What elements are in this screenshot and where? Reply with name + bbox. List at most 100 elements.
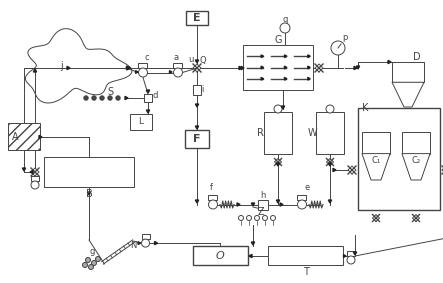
Text: R: R (257, 128, 264, 138)
Polygon shape (170, 71, 172, 73)
Bar (8, 123, 40, 150)
Text: h: h (260, 191, 266, 200)
Polygon shape (354, 252, 357, 255)
Circle shape (116, 96, 120, 100)
Polygon shape (251, 242, 255, 245)
Polygon shape (239, 66, 242, 70)
Text: e: e (305, 183, 310, 192)
Polygon shape (195, 60, 198, 63)
Text: Q: Q (200, 57, 206, 65)
Polygon shape (354, 66, 357, 70)
Polygon shape (284, 77, 287, 80)
Text: N: N (130, 241, 136, 250)
Polygon shape (125, 96, 128, 100)
Text: G: G (274, 35, 282, 45)
Polygon shape (251, 203, 255, 206)
Bar (130, 114, 152, 130)
Polygon shape (241, 66, 244, 70)
Polygon shape (308, 66, 310, 69)
Text: O: O (216, 251, 224, 261)
Text: C₂: C₂ (412, 156, 420, 165)
Circle shape (254, 215, 260, 220)
Text: E: E (193, 13, 201, 23)
Text: W: W (308, 128, 318, 138)
Bar (209, 195, 218, 200)
Polygon shape (284, 55, 287, 58)
Circle shape (331, 41, 345, 55)
Polygon shape (33, 69, 37, 72)
Polygon shape (249, 254, 252, 258)
Text: p: p (342, 33, 347, 42)
Circle shape (96, 256, 101, 261)
Text: d: d (153, 91, 159, 100)
Text: u: u (188, 55, 194, 65)
Circle shape (139, 68, 148, 77)
Circle shape (280, 23, 290, 33)
Polygon shape (308, 77, 310, 80)
Circle shape (85, 258, 90, 263)
Polygon shape (237, 203, 240, 206)
Polygon shape (138, 242, 140, 245)
Polygon shape (146, 90, 150, 93)
Text: L: L (139, 117, 144, 127)
Text: a: a (174, 53, 179, 61)
Text: f: f (210, 183, 213, 192)
Circle shape (298, 200, 307, 209)
Polygon shape (356, 66, 360, 69)
Text: C₁: C₁ (371, 156, 381, 165)
Circle shape (209, 200, 218, 209)
Polygon shape (284, 66, 287, 69)
Polygon shape (328, 163, 332, 166)
Circle shape (263, 215, 268, 220)
Circle shape (82, 263, 88, 267)
Text: j: j (61, 61, 63, 71)
Circle shape (274, 105, 282, 113)
Text: K: K (362, 103, 369, 113)
Polygon shape (39, 135, 42, 139)
Polygon shape (362, 154, 390, 180)
Text: i: i (201, 85, 203, 95)
Polygon shape (328, 200, 332, 203)
Bar (402, 132, 430, 154)
Bar (243, 45, 313, 90)
Circle shape (347, 256, 355, 264)
Polygon shape (155, 241, 158, 245)
Bar (139, 63, 148, 68)
Bar (193, 246, 248, 265)
Bar (185, 130, 209, 148)
Text: F: F (193, 134, 201, 144)
Bar (316, 112, 344, 154)
Polygon shape (333, 168, 336, 172)
Polygon shape (261, 55, 264, 58)
Polygon shape (343, 255, 346, 257)
Bar (358, 108, 440, 210)
Polygon shape (261, 66, 264, 69)
Text: A: A (12, 132, 19, 142)
Bar (362, 132, 390, 154)
Circle shape (246, 215, 252, 220)
Polygon shape (276, 200, 280, 203)
Polygon shape (388, 60, 391, 64)
Circle shape (271, 215, 276, 220)
Text: g: g (90, 248, 95, 256)
Polygon shape (195, 200, 198, 203)
Bar (193, 85, 201, 95)
Polygon shape (392, 82, 424, 107)
Bar (186, 11, 208, 25)
Polygon shape (402, 154, 430, 180)
Circle shape (100, 96, 104, 100)
Circle shape (238, 215, 244, 220)
Polygon shape (308, 55, 310, 58)
Circle shape (174, 68, 183, 77)
Polygon shape (30, 170, 33, 174)
Text: Z: Z (258, 207, 264, 217)
Polygon shape (127, 66, 130, 70)
Polygon shape (87, 192, 91, 195)
Bar (174, 63, 183, 68)
Polygon shape (276, 163, 280, 166)
Bar (44, 157, 134, 187)
Text: S: S (107, 87, 113, 97)
Polygon shape (67, 66, 70, 70)
Bar (347, 251, 355, 256)
Bar (258, 200, 268, 209)
